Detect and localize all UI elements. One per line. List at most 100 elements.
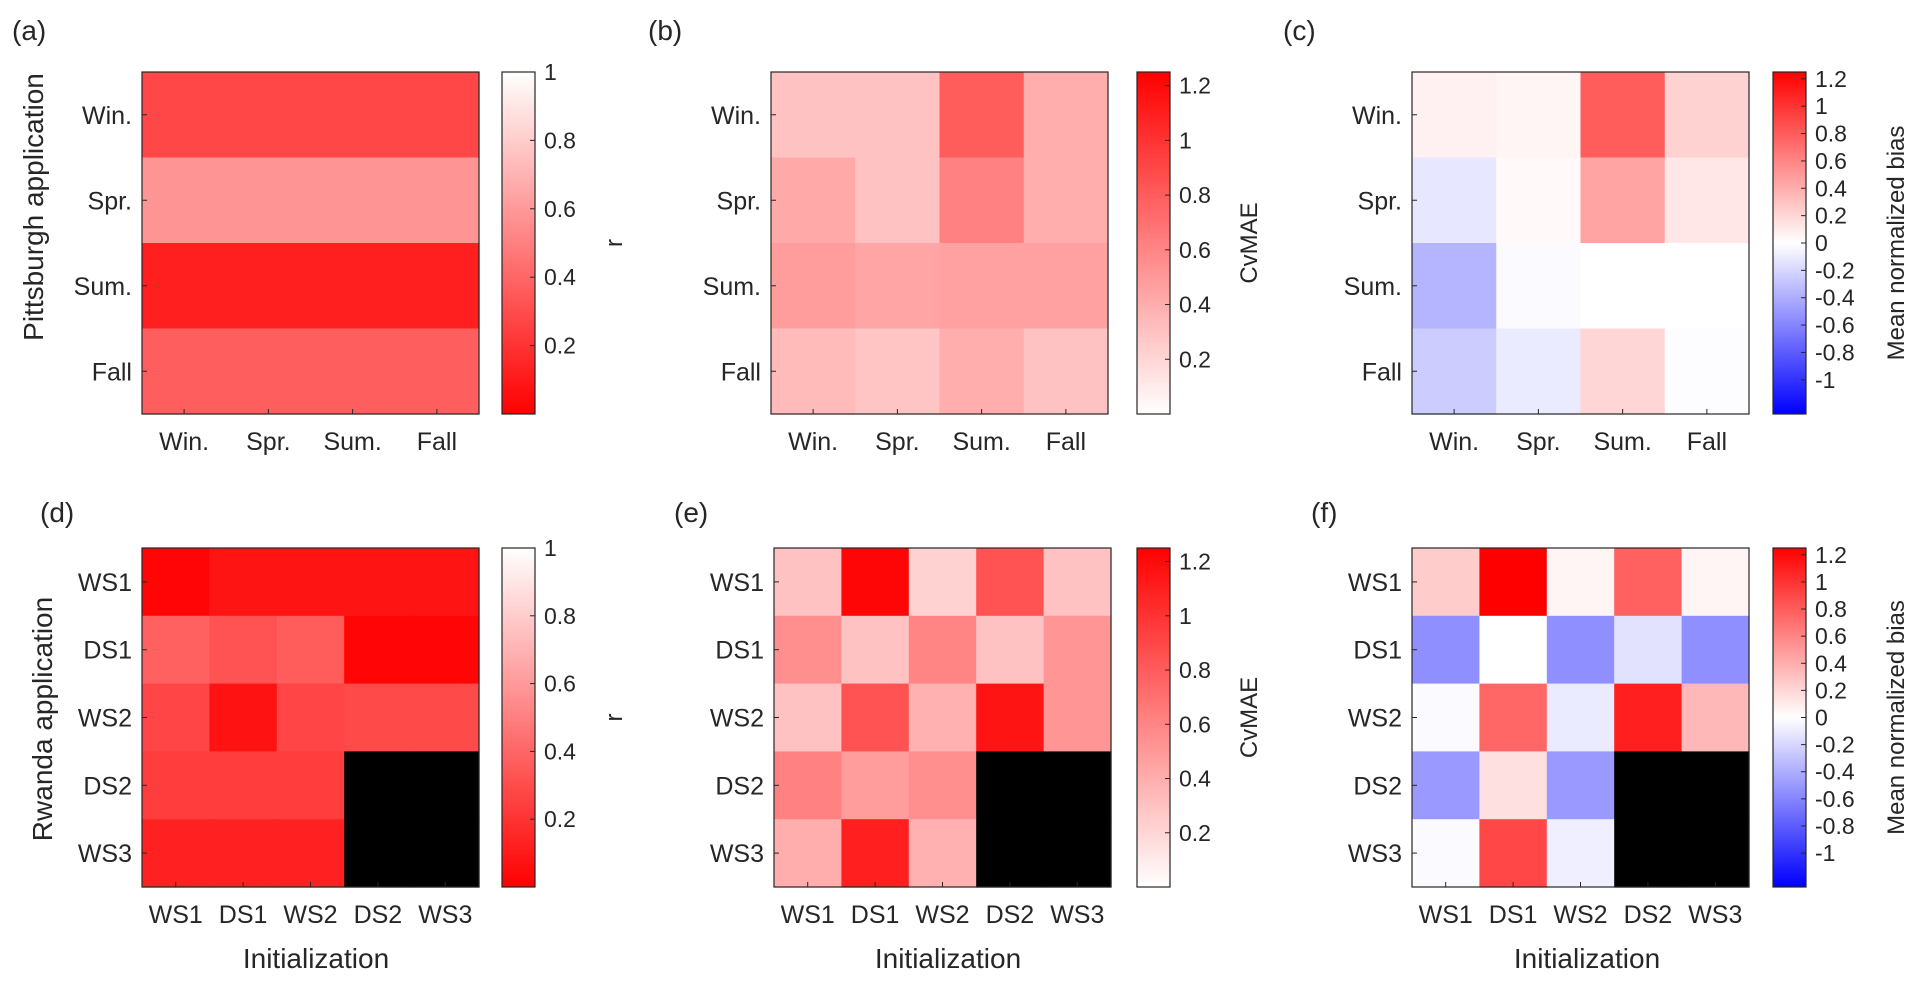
heatmap-cell: [1023, 243, 1109, 330]
x-tick-label: Spr.: [246, 428, 290, 456]
heatmap-cell: [1614, 683, 1683, 752]
y-tick-label: DS1: [715, 637, 764, 665]
heatmap-cell: [1496, 157, 1582, 244]
y-tick-label: WS1: [78, 569, 132, 597]
colorbar-tick-label: -0.2: [1815, 257, 1855, 283]
y-tick-label: Sum.: [1344, 273, 1402, 301]
heatmap-cell: [1412, 548, 1480, 617]
heatmap-cell: [1546, 615, 1615, 685]
colorbar-tick-label: 0.6: [544, 671, 576, 697]
y-tick-label: DS2: [83, 772, 132, 800]
heatmap-cell: [1412, 72, 1497, 159]
x-tick-label: Spr.: [1516, 428, 1560, 456]
heatmap-cell: [976, 548, 1045, 617]
heatmap-cell: [1412, 683, 1480, 752]
heatmap-cell: [209, 751, 278, 820]
heatmap-cell: [344, 615, 413, 685]
heatmap-cell: [774, 683, 842, 752]
colorbar-tick-label: 0.2: [1179, 346, 1211, 372]
colorbar-tick-label: 0.8: [1179, 657, 1211, 683]
colorbar-label: Mean normalized bias: [1883, 600, 1910, 835]
heatmap-cell: [344, 751, 413, 820]
heatmap-cell: [1043, 683, 1112, 752]
heatmap-cell: [1479, 751, 1548, 820]
panel-b: (b) Win. Spr. Sum. Fall Win. Spr. Sum. Fall 0.2 0.…: [648, 15, 1263, 456]
x-tick-label: WS3: [418, 901, 472, 929]
y-tick-label: Win.: [711, 102, 761, 130]
colorbar-tick-label: 0.6: [1815, 623, 1847, 649]
colorbar-tick-label: 1.2: [1815, 542, 1847, 568]
colorbar-tick-label: 0.8: [1179, 182, 1211, 208]
heatmap-cell: [411, 683, 480, 752]
x-tick-label: WS3: [1688, 901, 1742, 929]
colorbar: [1772, 547, 1807, 888]
heatmap-cell: [1681, 683, 1750, 752]
colorbar: [501, 547, 536, 888]
y-tick-label: WS3: [710, 840, 764, 868]
x-tick-label: WS1: [1419, 901, 1473, 929]
heatmap-cell: [939, 72, 1025, 159]
colorbar-label: r: [601, 239, 628, 247]
heatmap-cell: [976, 751, 1045, 820]
heatmap-cell: [908, 683, 977, 752]
colorbar: [501, 71, 536, 415]
heatmap-cell: [142, 683, 210, 752]
x-tick-label: DS1: [219, 901, 268, 929]
colorbar-tick-label: -0.6: [1815, 786, 1855, 812]
heatmap-cell: [1043, 548, 1112, 617]
heatmap-cell: [411, 615, 480, 685]
colorbar-label: CvMAE: [1236, 202, 1263, 283]
heatmap-cell: [1023, 157, 1109, 244]
colorbar-tick-label: 1.2: [1179, 73, 1211, 99]
x-tick-label: Win.: [1429, 428, 1479, 456]
colorbar-tick-label: 0.4: [1815, 175, 1847, 201]
x-tick-label: WS1: [149, 901, 203, 929]
y-tick-label: Sum.: [703, 273, 761, 301]
heatmap-cell: [1023, 72, 1109, 159]
heatmap-cell: [1664, 72, 1750, 159]
x-tick-label: Sum.: [323, 428, 381, 456]
heatmap-cell: [276, 683, 345, 752]
heatmap-cell: [344, 548, 413, 617]
axes-frame: [141, 71, 480, 415]
heatmap-cell: [310, 72, 396, 159]
y-tick-label: Win.: [1352, 102, 1402, 130]
y-tick-label: WS3: [1348, 840, 1402, 868]
y-tick-label: DS2: [715, 772, 764, 800]
rwanda-row-label: Rwanda application: [27, 597, 58, 841]
x-tick-label: WS1: [781, 901, 835, 929]
heatmap-cell: [310, 243, 396, 330]
heatmap-cell: [855, 72, 941, 159]
pittsburgh-row-label: Pittsburgh application: [18, 73, 49, 341]
colorbar-tick-label: 1: [1179, 603, 1192, 629]
heatmap-cell: [1479, 819, 1548, 888]
heatmap-cell: [939, 243, 1025, 330]
heatmap-cell: [142, 72, 227, 159]
heatmap-cell: [142, 157, 227, 244]
heatmap-cell: [142, 548, 210, 617]
x-tick-label: DS1: [851, 901, 900, 929]
colorbar-tick-label: 0.8: [544, 127, 576, 153]
heatmap-cell: [226, 243, 312, 330]
y-tick-label: WS1: [710, 569, 764, 597]
colorbar-tick-label: 0: [1815, 230, 1828, 256]
axes-frame: [770, 71, 1109, 415]
heatmap-cell: [841, 683, 910, 752]
x-tick-label: WS2: [1553, 901, 1607, 929]
heatmap-cell: [908, 615, 977, 685]
heatmap-cell: [771, 328, 856, 415]
colorbar-label: CvMAE: [1236, 677, 1263, 758]
heatmap-cell: [908, 751, 977, 820]
xlabel-initialization-f: Initialization: [1514, 943, 1660, 974]
heatmap-cell: [1496, 243, 1582, 330]
colorbar-tick-label: 0.2: [1815, 677, 1847, 703]
heatmap-cell: [1479, 548, 1548, 617]
colorbar-tick-label: 0.6: [1815, 148, 1847, 174]
heatmap-cell: [855, 157, 941, 244]
colorbar-tick-label: 0: [1815, 705, 1828, 731]
heatmap-cell: [142, 819, 210, 888]
x-tick-label: WS2: [915, 901, 969, 929]
